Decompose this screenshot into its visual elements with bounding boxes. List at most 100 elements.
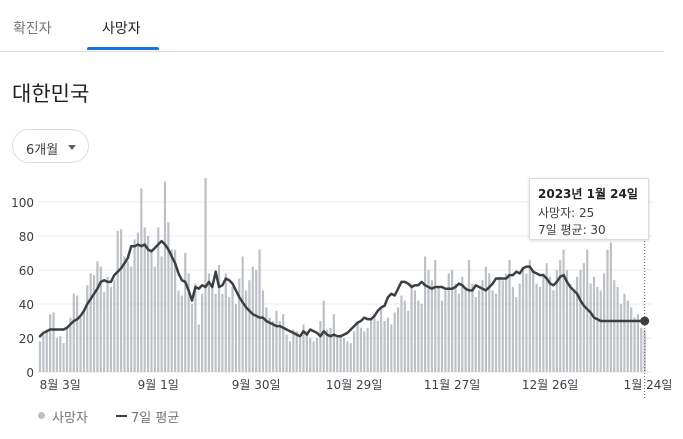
- bar: [221, 293, 224, 372]
- bar: [315, 338, 319, 372]
- bar: [579, 270, 582, 372]
- range-selector-button[interactable]: 6개월: [12, 129, 89, 163]
- bar: [528, 259, 531, 372]
- bar: [366, 327, 369, 372]
- bar: [130, 266, 133, 372]
- x-tick-label: 11월 27일: [424, 378, 480, 392]
- bar: [491, 290, 494, 372]
- bar: [150, 249, 153, 372]
- bar: [79, 317, 82, 372]
- tab-deaths[interactable]: 사망자: [102, 21, 141, 37]
- hover-point: [640, 316, 650, 326]
- bar: [640, 327, 643, 372]
- bar: [62, 343, 65, 372]
- x-tick-label: 8월 3일: [40, 378, 81, 392]
- bar: [109, 287, 113, 372]
- bar: [589, 283, 592, 372]
- bar: [444, 290, 447, 372]
- bar: [410, 283, 413, 372]
- bar: [437, 287, 440, 372]
- bar: [255, 270, 258, 372]
- bar: [454, 283, 457, 372]
- bar: [153, 266, 156, 372]
- bar: [407, 310, 410, 372]
- bar: [525, 273, 528, 372]
- bar: [548, 276, 552, 372]
- bar: [302, 324, 305, 372]
- bar: [59, 336, 62, 372]
- bar: [143, 227, 146, 372]
- bar: [271, 321, 275, 372]
- bar: [231, 287, 234, 372]
- bar: [626, 300, 629, 372]
- bar: [609, 242, 612, 372]
- bar: [599, 290, 602, 372]
- bar: [535, 283, 538, 372]
- bar: [643, 329, 646, 372]
- bar: [52, 312, 55, 372]
- bar: [113, 280, 116, 372]
- bar: [76, 295, 79, 372]
- bar: [319, 321, 322, 372]
- bar: [363, 331, 366, 372]
- legend-deaths: 사망자: [52, 411, 88, 426]
- bar: [170, 249, 173, 372]
- tooltip-deaths: 사망자: 25: [538, 206, 595, 220]
- x-tick-label: 10월 29일: [326, 378, 382, 392]
- bar: [265, 307, 268, 372]
- bar: [214, 293, 217, 372]
- caret-down-icon: [68, 145, 76, 150]
- bar: [380, 307, 383, 372]
- bar: [146, 236, 150, 372]
- deaths-chart[interactable]: 0 20 40 60 80 100 8월 3일 9월 1일 9월 30일 10월 29일 11월 2…: [0, 170, 683, 400]
- bar: [275, 310, 278, 372]
- bar: [251, 266, 254, 372]
- bar: [292, 329, 295, 372]
- bar: [559, 259, 562, 372]
- tab-cases[interactable]: 확진자: [13, 21, 52, 37]
- bar: [623, 293, 626, 372]
- bar: [484, 266, 487, 372]
- bar: [42, 334, 45, 372]
- legend-average: 7일 평균: [131, 411, 180, 426]
- bar: [201, 293, 204, 372]
- bar: [353, 331, 356, 372]
- region-title: 대한민국: [12, 82, 90, 106]
- bar: [471, 283, 474, 372]
- y-tick-label: 60: [19, 264, 34, 278]
- bar: [126, 261, 129, 372]
- bar: [207, 273, 210, 372]
- bar: [457, 293, 460, 372]
- bar: [309, 338, 312, 372]
- bar: [619, 304, 623, 372]
- bar: [451, 270, 454, 372]
- bar: [241, 256, 244, 372]
- bar: [592, 276, 596, 372]
- bar: [349, 343, 352, 372]
- bar: [423, 256, 427, 372]
- bar: [123, 256, 126, 372]
- bar: [194, 283, 197, 372]
- bar: [119, 229, 123, 372]
- bar: [474, 297, 477, 372]
- bar: [49, 314, 52, 372]
- bar: [204, 178, 207, 372]
- bar: [136, 232, 140, 372]
- bar: [92, 275, 96, 372]
- bar: [116, 230, 119, 372]
- legend-line-marker: [116, 415, 127, 417]
- bar: [467, 259, 471, 372]
- bar: [508, 259, 511, 372]
- bar: [258, 249, 261, 372]
- bar: [312, 341, 315, 372]
- bar: [369, 317, 373, 372]
- bar: [180, 295, 183, 372]
- bar: [157, 227, 160, 372]
- bar: [403, 300, 406, 372]
- bar: [133, 239, 136, 372]
- bar: [464, 287, 467, 372]
- bar: [386, 317, 390, 372]
- bar: [447, 273, 450, 372]
- bar: [511, 287, 515, 372]
- bar: [45, 329, 48, 372]
